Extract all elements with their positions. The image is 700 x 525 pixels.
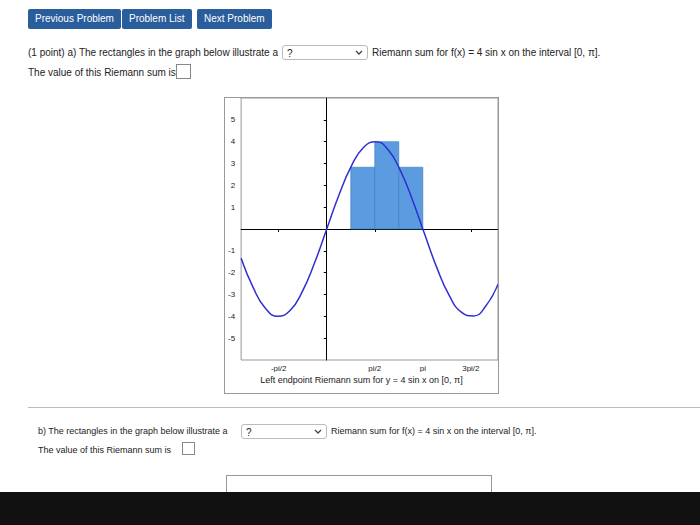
svg-text:2: 2 <box>231 181 236 190</box>
svg-text:3: 3 <box>231 159 236 168</box>
html-text:Left endpoint Riemann sum for: Left endpoint Riemann sum for y = 4 sin … <box>260 375 463 385</box>
svg-text:1: 1 <box>231 203 236 212</box>
html-text:The value of this Riemann sum: The value of this Riemann sum is <box>28 67 176 78</box>
svg-text:3pi/2: 3pi/2 <box>462 364 480 373</box>
svg-text:-5: -5 <box>228 334 236 343</box>
svg-text:5: 5 <box>231 115 236 124</box>
svg-text:pi/2: pi/2 <box>368 364 381 373</box>
svg-text:4: 4 <box>231 137 236 146</box>
svg-text:-1: -1 <box>228 246 236 255</box>
svg-text:-pi/2: -pi/2 <box>271 364 287 373</box>
html-text:Riemann sum for f(x) = 4 sin x: Riemann sum for f(x) = 4 sin x on the in… <box>331 426 537 436</box>
html-text:The value of this Riemann sum: The value of this Riemann sum is <box>38 445 172 455</box>
html-text:Previous Problem: Previous Problem <box>35 13 114 24</box>
html-text:(1 point) a) The rectangles in: (1 point) a) The rectangles in the graph… <box>28 47 278 58</box>
html-text:b) The rectangles in the graph: b) The rectangles in the graph below ill… <box>38 426 228 436</box>
svg-text:-2: -2 <box>228 268 236 277</box>
html-text:Problem List: Problem List <box>129 13 185 24</box>
svg-text:-3: -3 <box>228 290 236 299</box>
html-text:Next Problem: Next Problem <box>204 13 265 24</box>
svg-text:-4: -4 <box>228 312 236 321</box>
svg-text:pi: pi <box>420 364 426 373</box>
html-text:Riemann sum for f(x) = 4 sin x: Riemann sum for f(x) = 4 sin x on the in… <box>372 47 601 58</box>
